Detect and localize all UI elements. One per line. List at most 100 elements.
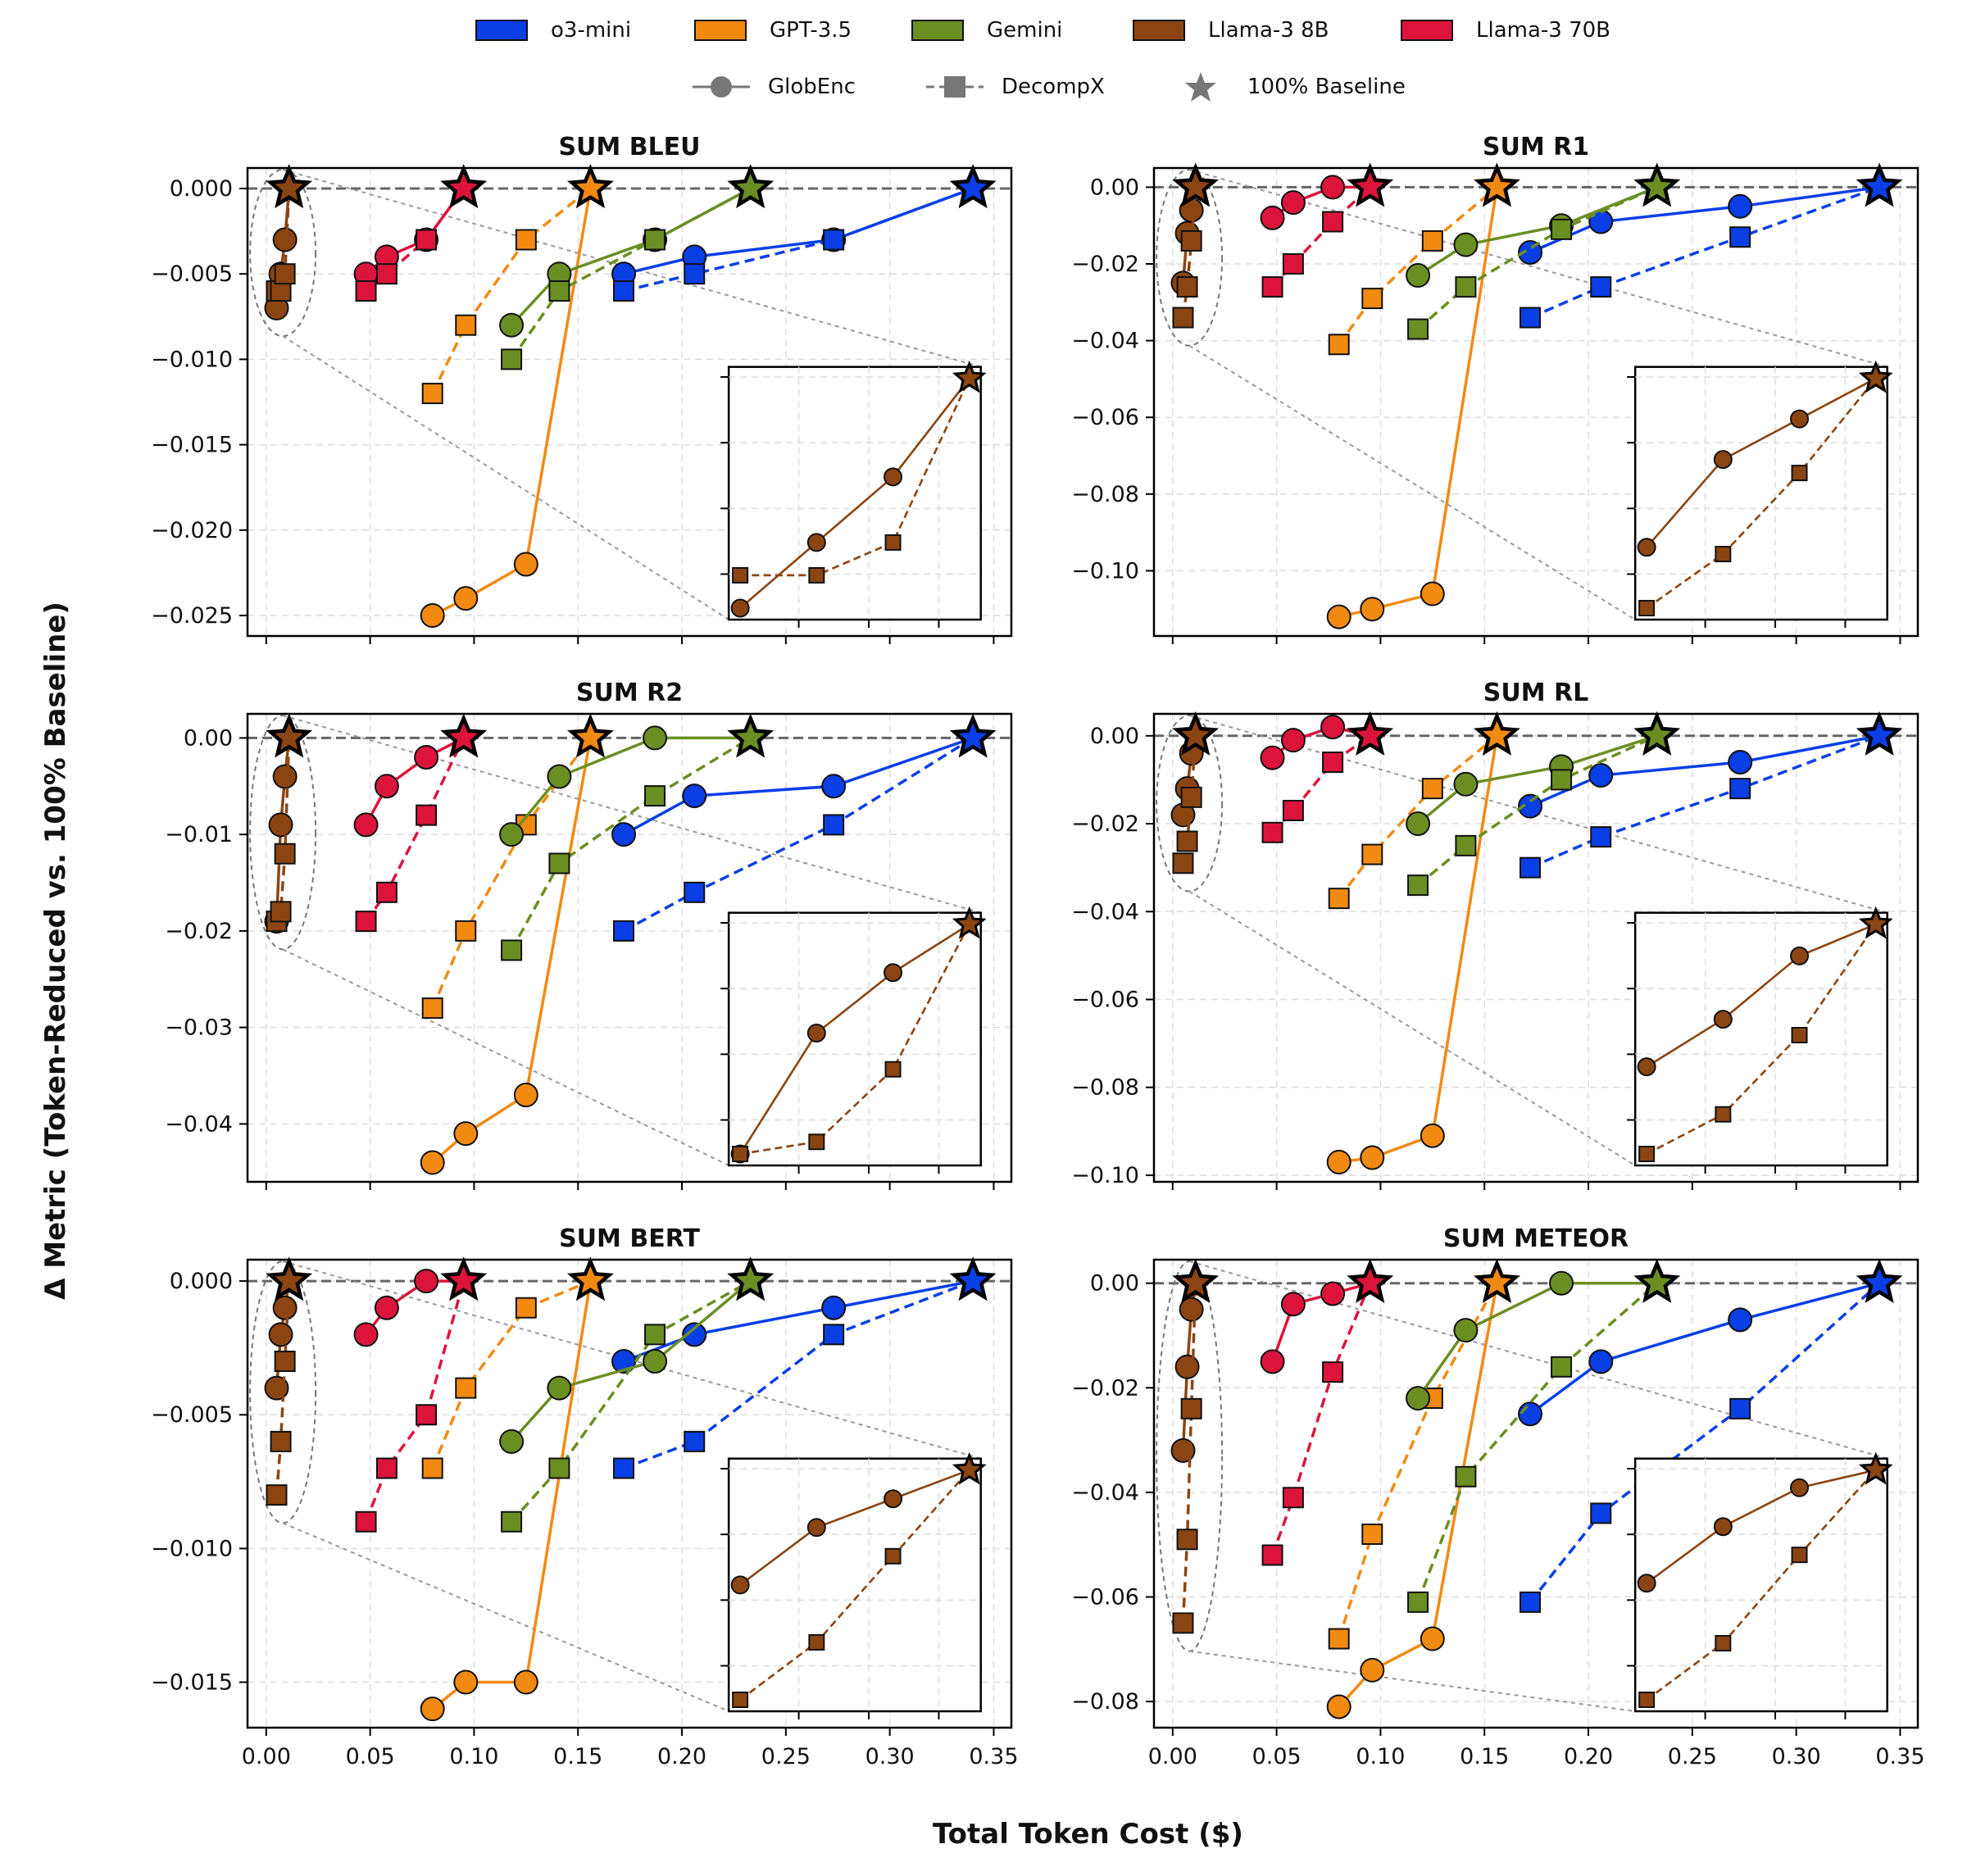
decompx-square-marker [1590, 1502, 1612, 1524]
globenc-circle-marker [643, 725, 668, 751]
x-tick-label: 0.10 [449, 1744, 498, 1769]
globenc-circle-marker [1406, 263, 1431, 288]
decompx-square-marker [274, 843, 296, 865]
series-line-globenc [510, 1279, 752, 1443]
x-tick-label: 0.30 [1772, 1744, 1821, 1769]
globenc-circle-marker [1320, 1281, 1346, 1306]
decompx-square-marker [732, 1145, 749, 1162]
series-line-globenc [1646, 377, 1877, 548]
decompx-square-marker [613, 920, 635, 942]
globenc-circle-marker [374, 1295, 399, 1320]
decompx-square-marker [1261, 276, 1283, 298]
baseline-star-marker [1633, 162, 1681, 207]
series-line-decompx [510, 1279, 752, 1523]
series-line-globenc [623, 1279, 974, 1363]
decompx-square-marker [1172, 852, 1194, 874]
globenc-circle-marker [547, 764, 572, 789]
series-line-decompx [431, 737, 592, 1009]
decompx-square-marker [1455, 276, 1477, 298]
zoom-connector-line [282, 1522, 729, 1712]
globenc-circle-marker [1260, 1349, 1285, 1374]
baseline-star-marker [1172, 711, 1220, 756]
series-line-globenc [1270, 1282, 1371, 1363]
y-axis-label: Δ Metric (Token-Reduced vs. 100% Baselin… [39, 602, 72, 1300]
decompx-square-marker [266, 1484, 288, 1506]
globenc-circle-marker [1326, 1149, 1351, 1174]
decompx-square-marker [416, 229, 438, 251]
inset-frame [1633, 911, 1888, 1167]
series-line-decompx [1416, 185, 1658, 330]
globenc-circle-marker [1360, 597, 1385, 622]
legend-label: GPT-3.5 [770, 18, 852, 43]
series-line-decompx [510, 736, 752, 952]
series-line-decompx [1416, 1282, 1658, 1603]
decompx-square-marker [1520, 307, 1542, 329]
series-line-globenc [365, 1279, 464, 1336]
decompx-square-marker [613, 280, 635, 302]
globenc-circle-marker [1637, 538, 1656, 557]
y-tick-label: −0.08 [1071, 1075, 1139, 1101]
panel-sum-r2: 0.00 −0.01 −0.02 −0.03 −0.04 SUM R2 [165, 679, 1013, 1190]
decompx-square-marker [355, 1510, 377, 1533]
decompx-square-marker [355, 911, 377, 933]
decompx-square-marker [808, 1133, 825, 1151]
globenc-circle-marker [1326, 1694, 1351, 1719]
decompx-square-marker [274, 1350, 296, 1372]
series-line-decompx [739, 924, 970, 1156]
y-tick-label: −0.010 [151, 347, 233, 372]
decompx-square-marker [1551, 1356, 1573, 1378]
legend-item-globenc: GlobEnc [693, 70, 856, 103]
series-line-decompx [364, 1280, 466, 1523]
decompx-square-marker [644, 229, 666, 251]
decompx-square-marker [1180, 1397, 1202, 1419]
globenc-circle-marker [806, 1518, 826, 1538]
decompx-square-marker [416, 1404, 438, 1426]
decompx-square-marker [808, 566, 825, 584]
decompx-square-marker [1322, 211, 1344, 233]
y-tick-label: −0.08 [1071, 482, 1139, 507]
baseline-star-marker [1347, 711, 1394, 756]
series-line-decompx [1646, 923, 1877, 1156]
globenc-circle-marker [1713, 1010, 1733, 1029]
baseline-star-marker [727, 713, 775, 758]
baseline-star-marker [440, 1256, 488, 1301]
globenc-circle-marker [1179, 1297, 1204, 1322]
globenc-circle-marker [1588, 1349, 1614, 1374]
globenc-circle-marker [513, 552, 538, 577]
globenc-circle-marker [1790, 946, 1810, 965]
y-tick-label: −0.04 [165, 1111, 233, 1137]
baseline-star-marker [266, 1256, 313, 1301]
baseline-star-marker [727, 164, 775, 209]
decompx-square-marker [1261, 1544, 1283, 1566]
globenc-circle-marker [821, 1295, 847, 1320]
decompx-square-marker [1715, 1106, 1732, 1123]
decompx-square-marker [1176, 276, 1198, 298]
series-line-globenc [431, 188, 593, 617]
baseline-star-marker [266, 164, 313, 209]
globenc-circle-marker [1728, 749, 1753, 774]
series-line-decompx [1338, 1282, 1498, 1640]
panel-frame [1152, 166, 1919, 638]
decompx-square-marker [823, 814, 845, 836]
zoom-connector-line [282, 335, 729, 620]
decompx-square-marker [355, 280, 377, 302]
series-line-decompx [431, 187, 592, 394]
globenc-circle-marker [453, 586, 479, 611]
globenc-circle-marker [353, 1322, 379, 1347]
decompx-square-marker [548, 852, 570, 874]
y-tick-label: −0.06 [1071, 1585, 1139, 1610]
x-tick-label: 0.10 [1356, 1744, 1405, 1769]
decompx-square-marker [375, 1457, 397, 1479]
globenc-circle-marker [884, 963, 903, 983]
y-tick-label: −0.08 [1071, 1689, 1139, 1715]
globenc-circle-marker [420, 1697, 445, 1722]
baseline-star-marker [1473, 162, 1520, 207]
decompx-square-marker [1551, 218, 1573, 240]
globenc-circle-marker [453, 1669, 479, 1695]
baseline-star-marker [266, 713, 313, 758]
baseline-star-marker [1473, 1258, 1520, 1303]
series-line-globenc [623, 736, 974, 836]
decompx-square-marker [548, 1457, 570, 1479]
globenc-circle-marker [682, 1322, 707, 1347]
